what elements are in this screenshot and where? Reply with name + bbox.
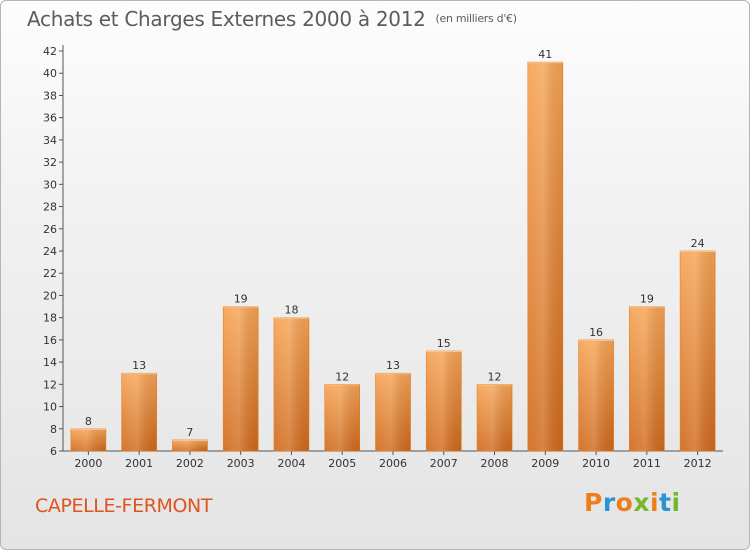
x-tick-label: 2012 bbox=[684, 457, 712, 470]
bar-value-label: 15 bbox=[437, 337, 451, 350]
y-tick-label: 18 bbox=[43, 312, 57, 325]
bar-value-label: 18 bbox=[284, 304, 298, 317]
y-tick-label: 12 bbox=[43, 378, 57, 391]
chart-title-text: Achats et Charges Externes 2000 à 2012 bbox=[27, 7, 426, 31]
proxiti-logo: Proxiti bbox=[584, 488, 681, 517]
logo-letter: x bbox=[633, 488, 650, 517]
y-tick-label: 34 bbox=[43, 134, 57, 147]
logo-letter: t bbox=[659, 488, 672, 517]
y-tick-label: 20 bbox=[43, 289, 57, 302]
y-tick-label: 38 bbox=[43, 89, 57, 102]
y-tick-label: 6 bbox=[50, 445, 57, 458]
x-tick-label: 2004 bbox=[277, 457, 305, 470]
bar-shine bbox=[680, 251, 716, 451]
bar-shine bbox=[172, 439, 208, 451]
x-tick-label: 2006 bbox=[379, 457, 407, 470]
x-tick-label: 2010 bbox=[582, 457, 610, 470]
chart-subtitle: (en milliers d'€) bbox=[435, 12, 517, 25]
bar-value-label: 13 bbox=[386, 359, 400, 372]
bar-shine bbox=[527, 62, 563, 451]
x-tick-label: 2008 bbox=[481, 457, 509, 470]
x-tick-label: 2011 bbox=[633, 457, 661, 470]
logo-letter: P bbox=[584, 488, 603, 517]
x-tick-label: 2001 bbox=[125, 457, 153, 470]
y-tick-label: 32 bbox=[43, 156, 57, 169]
logo-letter: i bbox=[650, 488, 660, 517]
bar-value-label: 12 bbox=[335, 370, 349, 383]
bar-shine bbox=[70, 428, 106, 451]
y-tick-label: 10 bbox=[43, 401, 57, 414]
bar-value-label: 41 bbox=[538, 48, 552, 61]
y-tick-label: 42 bbox=[43, 45, 57, 58]
y-tick-label: 28 bbox=[43, 201, 57, 214]
place-name: CAPELLE-FERMONT bbox=[35, 495, 213, 517]
logo-letter: i bbox=[671, 488, 681, 517]
bar-value-label: 8 bbox=[85, 415, 92, 428]
x-tick-label: 2007 bbox=[430, 457, 458, 470]
bar-value-label: 19 bbox=[640, 293, 654, 306]
x-tick-label: 2003 bbox=[227, 457, 255, 470]
y-tick-label: 36 bbox=[43, 112, 57, 125]
y-tick-label: 30 bbox=[43, 178, 57, 191]
x-tick-label: 2000 bbox=[74, 457, 102, 470]
chart-title: Achats et Charges Externes 2000 à 2012 (e… bbox=[27, 7, 517, 31]
y-axis: 6 8 10 12 14 16 18 20 22 24 26 28 30 32 34 36 38 40 42 bbox=[43, 45, 64, 458]
logo-letter: r bbox=[602, 488, 616, 517]
bar-shine bbox=[223, 306, 259, 451]
y-tick-label: 24 bbox=[43, 245, 57, 258]
logo-letter: o bbox=[615, 488, 634, 517]
bar-shine bbox=[121, 373, 157, 451]
bars: 8 13 7 19 18 12 13 15 12 41 16 19 24 bbox=[70, 48, 716, 452]
bar-shine bbox=[578, 339, 614, 451]
bar-value-label: 24 bbox=[691, 237, 705, 250]
bar-shine bbox=[273, 317, 309, 451]
bar-value-label: 19 bbox=[234, 293, 248, 306]
bar-shine bbox=[477, 384, 513, 451]
bar-shine bbox=[375, 373, 411, 451]
bar-value-label: 16 bbox=[589, 326, 603, 339]
x-tick-label: 2002 bbox=[176, 457, 204, 470]
y-tick-label: 40 bbox=[43, 67, 57, 80]
bar-shine bbox=[426, 351, 462, 451]
x-axis: 2000 2001 2002 2003 2004 2005 2006 2007 2008 2009… bbox=[63, 450, 723, 470]
bar-value-label: 12 bbox=[488, 370, 502, 383]
y-tick-label: 26 bbox=[43, 223, 57, 236]
y-tick-label: 14 bbox=[43, 356, 57, 369]
bar-value-label: 13 bbox=[132, 359, 146, 372]
y-tick-label: 22 bbox=[43, 267, 57, 280]
x-tick-label: 2009 bbox=[531, 457, 559, 470]
y-tick-label: 16 bbox=[43, 334, 57, 347]
bar-value-label: 7 bbox=[186, 426, 193, 439]
bar-shine bbox=[324, 384, 360, 451]
x-tick-label: 2005 bbox=[328, 457, 356, 470]
bar-shine bbox=[629, 306, 665, 451]
y-tick-label: 8 bbox=[50, 423, 57, 436]
